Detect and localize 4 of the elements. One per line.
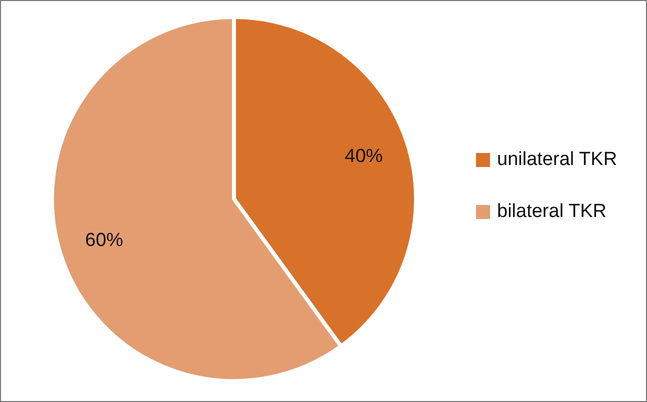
data-label: 60% — [85, 230, 124, 252]
data-label: 40% — [344, 146, 383, 167]
legend-label: bilateral TKR — [497, 201, 606, 222]
legend-label: unilateral TKR — [497, 149, 618, 170]
